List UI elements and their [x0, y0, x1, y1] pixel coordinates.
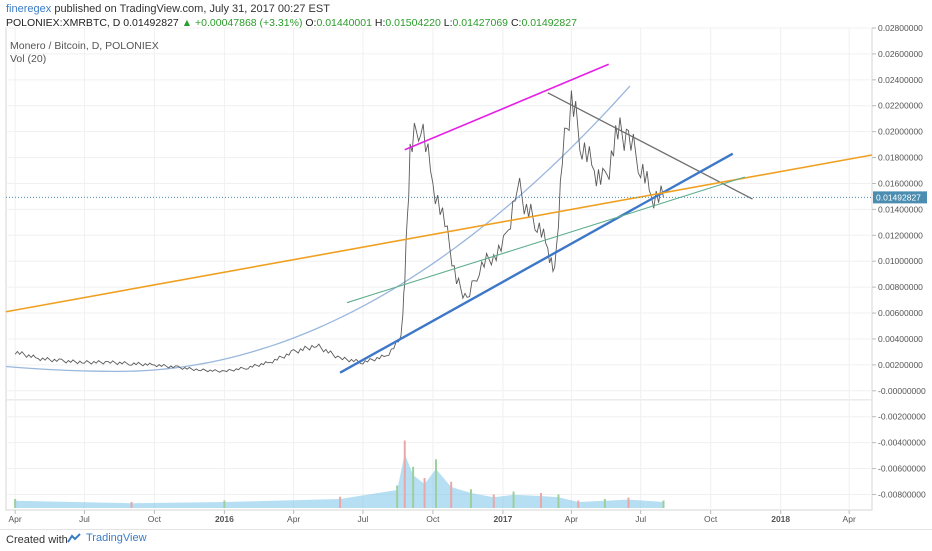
volume-bar [557, 494, 560, 508]
y-tick-label: 0.00400000 [878, 334, 923, 344]
volume-bar [577, 500, 580, 508]
y-tick-label: 0.00200000 [878, 360, 923, 370]
last-price: 0.01492827 [123, 17, 179, 29]
parabolic-curve [5, 85, 631, 373]
volume-bar [403, 440, 406, 508]
publisher-link[interactable]: fineregex [6, 3, 52, 15]
close-value: 0.01492827 [521, 17, 577, 29]
tradingview-brand: TradingView [86, 532, 147, 544]
y-tick-label: -0.00200000 [878, 412, 926, 422]
x-tick-label: Oct [426, 514, 440, 524]
volume-bar [469, 489, 472, 508]
volume-bar [603, 499, 606, 508]
blue-trendline [339, 152, 734, 374]
y-tick-label: 0.01200000 [878, 230, 923, 240]
x-tick-label: Oct [704, 514, 718, 524]
last-price-badge-label: 0.01492827 [876, 192, 921, 202]
x-tick-label: 2018 [771, 514, 790, 524]
volume-bar [539, 493, 542, 508]
y-tick-label: 0.02000000 [878, 127, 923, 137]
x-tick-label: 2017 [493, 514, 512, 524]
low-value: 0.01427069 [452, 17, 509, 29]
gray-trendline [547, 92, 753, 200]
orange-trendline [5, 154, 873, 313]
volume-bar [492, 494, 495, 508]
volume-bar [434, 459, 437, 508]
last-price-badge [873, 191, 927, 204]
volume-bar [412, 466, 415, 508]
y-tick-label: 0.02800000 [878, 23, 923, 33]
y-tick-label: -0.00600000 [878, 464, 926, 474]
volume-bar [512, 491, 515, 508]
x-tick-label: Apr [287, 514, 300, 524]
x-tick-label: 2016 [215, 514, 234, 524]
up-arrow-icon: ▲ [181, 17, 193, 29]
tradingview-link[interactable]: TradingView [66, 532, 147, 544]
open-label: O: [305, 17, 317, 29]
high-value: 0.01504220 [385, 17, 441, 29]
published-text: published on TradingView.com, July 31, 2… [51, 3, 330, 15]
volume-bar [450, 481, 453, 508]
chart-title: Monero / Bitcoin, D, POLONIEX [10, 40, 159, 52]
y-tick-label: 0.02600000 [878, 49, 923, 59]
created-with-label: Created with [6, 534, 68, 546]
low-label: L: [443, 17, 453, 29]
price-series-line [14, 90, 664, 373]
y-tick-label: 0.02200000 [878, 101, 923, 111]
volume-bar [396, 485, 399, 508]
volume-indicator-label[interactable]: Vol (20) [10, 53, 47, 65]
green-trendline [346, 176, 746, 304]
y-tick-label: -0.00800000 [878, 489, 926, 499]
chart-legend: Monero / Bitcoin, D, POLONIEX Vol (20) [10, 40, 159, 66]
x-tick-label: Jul [79, 514, 90, 524]
publish-info: fineregex published on TradingView.com, … [6, 3, 330, 15]
x-tick-label: Oct [148, 514, 162, 524]
y-tick-label: -0.00400000 [878, 438, 926, 448]
x-tick-label: Apr [565, 514, 578, 524]
y-tick-label: 0.01400000 [878, 204, 923, 214]
price-chart[interactable]: 0.02800000 0.02600000 0.02400000 0.02200000… [0, 0, 932, 529]
y-tick-label: 0.00800000 [878, 282, 923, 292]
footer: Created with TradingView [0, 529, 932, 551]
volume-bar [423, 478, 426, 508]
y-tick-label: 0.02400000 [878, 75, 923, 85]
ohlc-bar: POLONIEX:XMRBTC, D 0.01492827 ▲ +0.00047… [6, 17, 577, 29]
x-tick-label: Apr [843, 514, 856, 524]
volume-bar [14, 499, 17, 508]
plot-area [5, 27, 873, 511]
volume-area [15, 454, 664, 508]
y-tick-label: 0.01000000 [878, 256, 923, 266]
y-tick-label: 0.01800000 [878, 153, 923, 163]
x-tick-label: Jul [357, 514, 368, 524]
volume-bar [339, 496, 342, 508]
close-label: C: [510, 17, 522, 29]
high-label: H: [374, 17, 386, 29]
y-tick-label: -0.00000000 [878, 386, 926, 396]
volume-bar [223, 500, 226, 508]
volume-bar [627, 497, 630, 508]
open-value: 0.01440001 [316, 17, 372, 29]
y-tick-label: 0.01600000 [878, 178, 923, 188]
symbol-label: POLONIEX:XMRBTC, D [6, 17, 121, 29]
volume-bar [662, 500, 665, 508]
x-tick-label: Apr [9, 514, 22, 524]
change-value: +0.00047868 (+3.31%) [195, 17, 303, 29]
y-tick-label: 0.00600000 [878, 308, 923, 318]
volume-bar [130, 502, 133, 508]
tradingview-cloud-icon [67, 533, 81, 543]
x-tick-label: Jul [635, 514, 646, 524]
pink-trendline [404, 63, 610, 151]
